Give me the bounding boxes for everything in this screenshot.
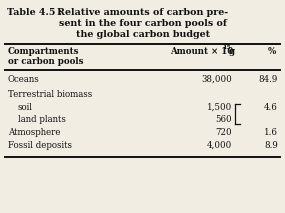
- Text: Table 4.5 :: Table 4.5 :: [7, 8, 62, 17]
- Text: Terrestrial biomass: Terrestrial biomass: [8, 90, 92, 99]
- Text: 720: 720: [215, 128, 232, 137]
- Text: Relative amounts of carbon pre-: Relative amounts of carbon pre-: [58, 8, 229, 17]
- Text: g: g: [229, 47, 235, 56]
- Text: land plants: land plants: [18, 115, 66, 124]
- Text: 4.6: 4.6: [264, 103, 278, 112]
- Text: sent in the four carbon pools of: sent in the four carbon pools of: [59, 19, 227, 28]
- Text: soil: soil: [18, 103, 33, 112]
- Text: Amount × 10: Amount × 10: [170, 47, 233, 56]
- Text: Compartments: Compartments: [8, 47, 80, 56]
- Text: 15: 15: [222, 45, 231, 50]
- Text: 560: 560: [215, 115, 232, 124]
- Text: 38,000: 38,000: [201, 75, 232, 84]
- Text: 1.6: 1.6: [264, 128, 278, 137]
- Text: or carbon pools: or carbon pools: [8, 57, 84, 66]
- Text: Oceans: Oceans: [8, 75, 40, 84]
- Text: 8.9: 8.9: [264, 141, 278, 150]
- Text: 4,000: 4,000: [207, 141, 232, 150]
- Text: Atmosphere: Atmosphere: [8, 128, 60, 137]
- Text: %: %: [268, 47, 276, 56]
- Text: 84.9: 84.9: [258, 75, 278, 84]
- Text: Fossil deposits: Fossil deposits: [8, 141, 72, 150]
- Text: 1,500: 1,500: [207, 103, 232, 112]
- Text: the global carbon budget: the global carbon budget: [76, 30, 210, 39]
